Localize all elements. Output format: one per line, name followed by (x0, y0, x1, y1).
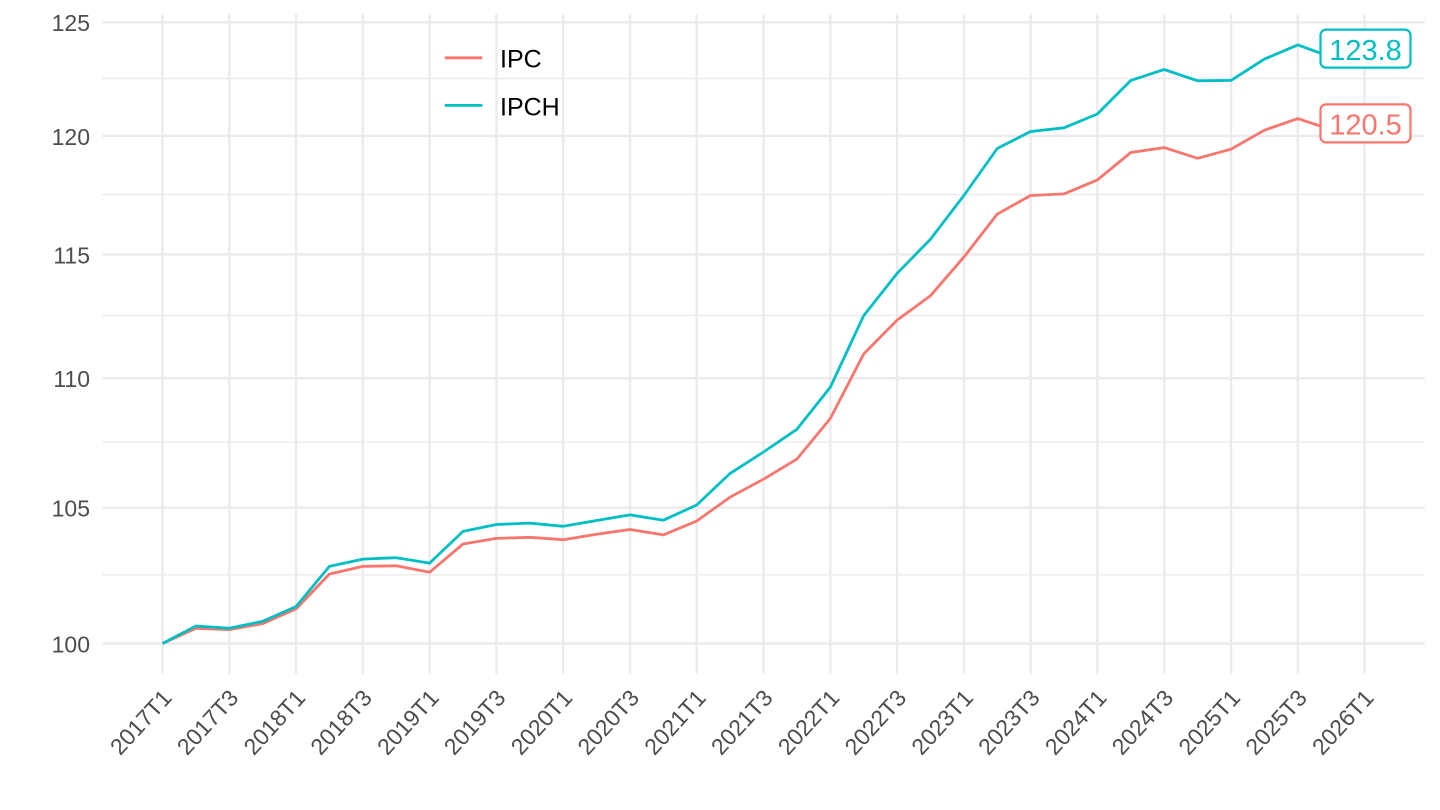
svg-text:2025T3: 2025T3 (1240, 685, 1312, 760)
svg-text:2025T1: 2025T1 (1173, 685, 1245, 760)
svg-text:2022T3: 2022T3 (839, 685, 911, 760)
svg-text:120: 120 (52, 124, 90, 150)
svg-text:105: 105 (52, 496, 90, 522)
svg-text:2019T1: 2019T1 (372, 685, 444, 760)
svg-text:100: 100 (52, 631, 90, 657)
svg-text:2026T1: 2026T1 (1307, 685, 1379, 760)
svg-text:115: 115 (53, 242, 90, 268)
svg-text:2023T1: 2023T1 (906, 685, 978, 760)
svg-text:125: 125 (52, 10, 90, 36)
svg-text:2020T1: 2020T1 (506, 685, 578, 760)
svg-text:2018T1: 2018T1 (238, 685, 310, 760)
svg-text:IPC: IPC (500, 46, 542, 74)
svg-text:2024T3: 2024T3 (1107, 685, 1179, 760)
svg-text:123.8: 123.8 (1329, 35, 1402, 67)
svg-text:2017T1: 2017T1 (105, 685, 177, 760)
svg-text:2019T3: 2019T3 (439, 685, 511, 760)
svg-text:120.5: 120.5 (1329, 110, 1402, 142)
svg-text:2024T1: 2024T1 (1040, 685, 1112, 760)
svg-text:2018T3: 2018T3 (305, 685, 377, 760)
svg-text:2021T3: 2021T3 (706, 685, 778, 760)
svg-text:IPCH: IPCH (500, 93, 560, 121)
svg-text:110: 110 (53, 366, 90, 392)
svg-text:2023T3: 2023T3 (973, 685, 1045, 760)
svg-text:2020T3: 2020T3 (572, 685, 644, 760)
svg-text:2017T3: 2017T3 (172, 685, 244, 760)
svg-text:2021T1: 2021T1 (639, 685, 711, 760)
svg-text:2022T1: 2022T1 (773, 685, 845, 760)
